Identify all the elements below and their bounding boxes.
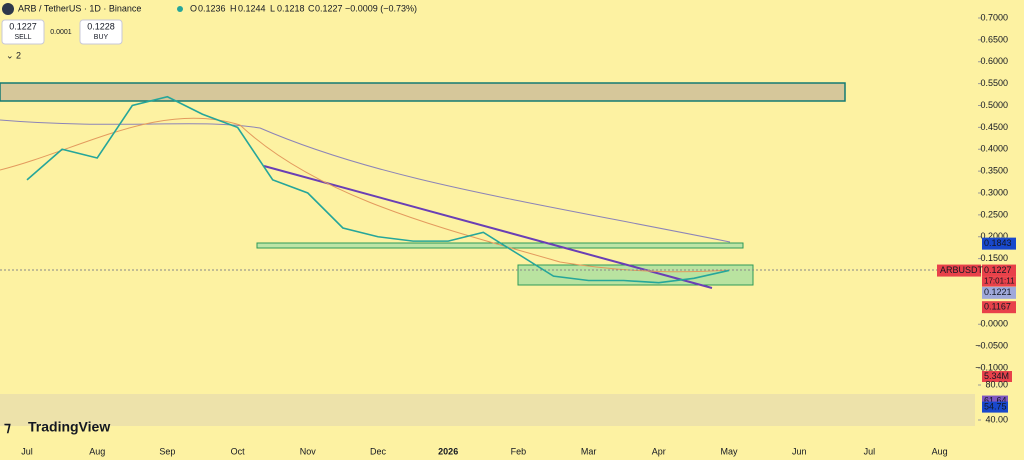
y-tick-label: 0.6500: [980, 34, 1008, 44]
sell-price[interactable]: 0.1227: [9, 21, 37, 31]
y-tick-label: 0.3500: [980, 166, 1008, 176]
buy-price[interactable]: 0.1228: [87, 21, 115, 31]
ohlc-label: C: [308, 3, 315, 13]
symbol-icon: [2, 3, 14, 15]
ohlc-label: L: [270, 3, 275, 13]
y-tick-label: 0.0000: [980, 319, 1008, 329]
sell-label[interactable]: SELL: [14, 34, 31, 41]
rsi-tag: [982, 395, 1008, 407]
ohlc-label: O: [190, 3, 197, 13]
x-tick-label: Jul: [21, 446, 33, 456]
x-tick-label: Aug: [89, 446, 105, 456]
price-tag-label: 0.1227: [984, 265, 1012, 275]
x-tick-label: Nov: [300, 446, 317, 456]
x-tick-label: May: [720, 446, 738, 456]
ohlc-value: 0.1244: [238, 3, 266, 13]
x-tick-label: Aug: [932, 446, 948, 456]
y-tick-label: 0.4500: [980, 122, 1008, 132]
symbol-tag: [937, 264, 981, 277]
volume-tag: [982, 371, 1012, 382]
buy-label[interactable]: BUY: [94, 34, 109, 41]
moving-average: [0, 117, 731, 273]
y-tick-label: −0.0500: [975, 341, 1008, 351]
y-tick-label: 0.7000: [980, 12, 1008, 22]
x-tick-label: Jul: [864, 446, 876, 456]
collapse-arrow[interactable]: ⌄: [6, 50, 14, 60]
countdown-tag: [982, 276, 1016, 287]
price-tag-label: 0.1167: [984, 302, 1011, 312]
spread: 0.0001: [50, 29, 72, 36]
x-tick-label: Dec: [370, 446, 387, 456]
resistance-zone: [0, 82, 846, 102]
price-tag: [982, 237, 1016, 250]
x-tick-label: Apr: [652, 446, 666, 456]
price-tag-label: 0.1843: [984, 238, 1012, 248]
logo: ⁊: [4, 419, 11, 435]
sell-button[interactable]: [1, 19, 45, 45]
support-zone: [256, 242, 744, 249]
price-tag: [982, 264, 1016, 277]
x-tick-label: Oct: [231, 446, 246, 456]
countdown: 17:01:11: [984, 277, 1015, 286]
price-tag: [982, 301, 1016, 314]
branding: TradingView: [28, 419, 110, 435]
y-tick-label: 0.5000: [980, 100, 1008, 110]
rsi-tick-label: 80.00: [985, 379, 1008, 389]
y-tick-label: 0.6000: [980, 56, 1008, 66]
price-tag: [982, 286, 1016, 299]
y-tick-label: 0.5500: [980, 78, 1008, 88]
y-tick-label: 0.1500: [980, 253, 1008, 263]
volume-label: 5.34M: [984, 371, 1009, 381]
symbol: ARB / TetherUS · 1D · Binance: [18, 3, 141, 13]
moving-average: [0, 119, 731, 243]
y-tick-label: 0.3000: [980, 187, 1008, 197]
x-tick-label: 2026: [438, 446, 458, 456]
rsi-tag-label: 54.75: [984, 401, 1007, 411]
ohlc-value: 0.1236: [198, 3, 226, 13]
rsi-tag: [982, 401, 1008, 413]
ohlc-label: H: [230, 3, 237, 13]
y-tick-label: 0.2000: [980, 231, 1008, 241]
buy-button[interactable]: [79, 19, 123, 45]
change: −0.0009 (−0.73%): [345, 3, 417, 13]
status-dot: [177, 6, 183, 12]
rsi-tick-label: 40.00: [985, 414, 1008, 424]
rsi-band: [0, 394, 975, 426]
ohlc-value: 0.1218: [277, 3, 305, 13]
x-tick-label: Jun: [792, 446, 807, 456]
price-tag-label: 0.1221: [984, 287, 1012, 297]
ohlc-value: 0.1227: [315, 3, 343, 13]
y-tick-label: 0.2500: [980, 209, 1008, 219]
price-line-series: [26, 95, 730, 284]
x-tick-label: Feb: [511, 446, 527, 456]
x-tick-label: Mar: [581, 446, 597, 456]
symbol-tag-label: ARBUSDT: [940, 265, 984, 275]
x-tick-label: Sep: [159, 446, 175, 456]
y-tick-label: 0.4000: [980, 144, 1008, 154]
indicator-count[interactable]: 2: [16, 50, 21, 60]
y-tick-label: −0.1000: [975, 362, 1008, 372]
trend-line: [263, 165, 713, 289]
rsi-tag-label: 61.64: [984, 395, 1007, 405]
